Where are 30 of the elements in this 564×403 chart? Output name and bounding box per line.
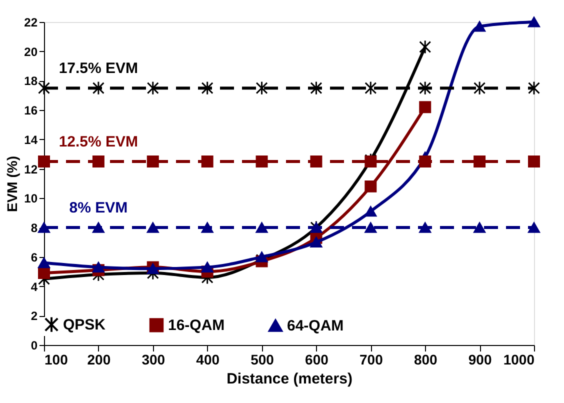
y-tick-label: 4: [30, 280, 38, 294]
y-tick-label: 16: [24, 104, 38, 118]
x-tick-label: 700: [359, 352, 384, 368]
x-axis-title: Distance (meters): [226, 370, 352, 388]
legend-label: 64-QAM: [287, 318, 344, 335]
annotation: 12.5% EVM: [58, 133, 138, 150]
x-tick-label: 400: [196, 352, 220, 368]
x-tick-label: 300: [142, 352, 166, 368]
y-axis-title: EVM (%): [4, 156, 20, 212]
y-tick-label: 10: [24, 192, 38, 206]
y-tick-label: 2: [30, 309, 38, 324]
x-tick-label: 500: [250, 352, 274, 368]
legend-label: QPSK: [63, 316, 106, 334]
y-tick-label: 18: [24, 74, 38, 88]
y-tick-label: 12: [24, 162, 38, 176]
x-tick-label: 800: [414, 352, 438, 368]
y-tick-label: 8: [30, 221, 38, 236]
annotation: 17.5% EVM: [58, 60, 138, 78]
x-tick-label: 900: [468, 352, 492, 368]
y-tick-label: 0: [30, 338, 38, 352]
y-tick-label: 14: [24, 132, 38, 147]
annotation: 8% EVM: [69, 200, 128, 217]
y-tick-label: 22: [24, 16, 38, 30]
legend-label: 16-QAM: [168, 317, 225, 334]
y-tick-label: 20: [24, 44, 38, 59]
x-tick-label: 100: [44, 352, 68, 368]
x-tick-label: 600: [305, 352, 329, 368]
x-tick-label: 1000: [503, 352, 535, 368]
y-tick-label: 6: [30, 250, 38, 264]
x-tick-label: 200: [87, 352, 111, 368]
